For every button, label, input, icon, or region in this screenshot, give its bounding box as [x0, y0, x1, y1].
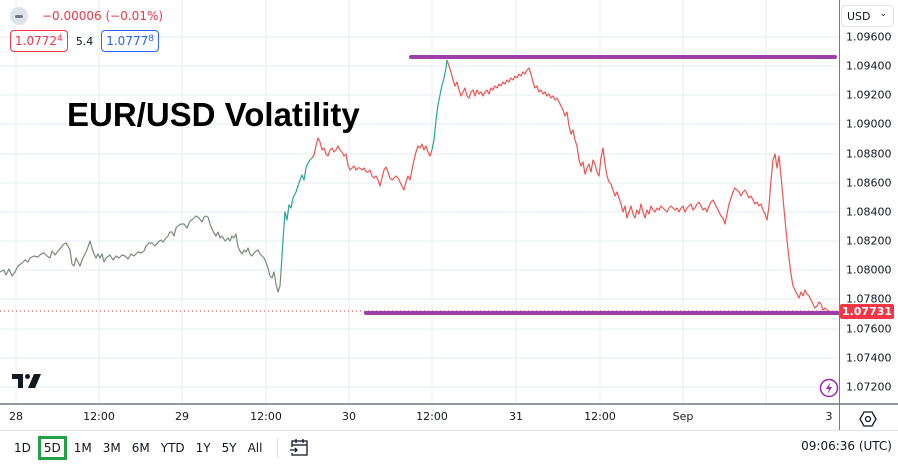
price-tick: 1.09400 [846, 59, 892, 73]
date-range-buttons: 1D 5D 1M 3M 6M YTD 1Y 5Y All [10, 436, 310, 460]
chart-pane[interactable]: −0.00006 (−0.01%) 1.07724 5.4 1.07778 EU… [0, 0, 841, 403]
hexagon-gear-icon[interactable] [858, 409, 878, 429]
collapse-legend-button[interactable] [10, 7, 28, 25]
price-tick: 1.07600 [846, 322, 892, 336]
time-tick: 30 [342, 410, 356, 423]
sell-price-main: 1.0772 [15, 34, 57, 48]
axis-divider [839, 403, 840, 430]
price-tick: 1.07400 [846, 351, 892, 365]
time-tick: 12:00 [83, 410, 115, 423]
toolbar-divider [277, 438, 279, 458]
price-axis[interactable] [839, 0, 898, 403]
price-tick: 1.08200 [846, 234, 892, 248]
time-axis[interactable]: 28 12:00 29 12:00 30 12:00 31 12:00 Sep … [0, 403, 898, 430]
price-change: −0.00006 (−0.01%) [42, 9, 164, 23]
time-tick: Sep [672, 410, 694, 423]
price-tick: 1.08800 [846, 147, 892, 161]
time-tick: 12:00 [584, 410, 616, 423]
time-tick: 28 [9, 410, 23, 423]
minus-icon [15, 14, 23, 18]
calendar-arrow-icon[interactable] [288, 437, 310, 459]
vertical-gridlines [15, 0, 767, 403]
range-1y-button[interactable]: 1Y [195, 441, 211, 455]
price-tick: 1.07200 [846, 380, 892, 394]
range-1d-button[interactable]: 1D [14, 441, 31, 455]
price-tick: 1.08600 [846, 176, 892, 190]
horizontal-gridlines [0, 36, 839, 388]
buy-price-main: 1.0777 [106, 34, 149, 48]
price-tick: 1.07800 [846, 292, 892, 306]
time-tick: 12:00 [250, 410, 282, 423]
tradingview-logo-icon[interactable] [12, 373, 42, 392]
chevron-down-icon: ⌄ [879, 9, 887, 19]
currency-label: USD [847, 9, 871, 23]
buy-price-button[interactable]: 1.07778 [101, 30, 159, 52]
time-tick: 3 [825, 410, 833, 423]
price-tick: 1.08000 [846, 263, 892, 277]
range-ytd-button[interactable]: YTD [160, 441, 185, 455]
time-tick: 29 [175, 410, 189, 423]
price-series [0, 59, 830, 312]
range-1m-button[interactable]: 1M [73, 441, 92, 455]
time-tick: 31 [509, 410, 523, 423]
bottom-toolbar: 1D 5D 1M 3M 6M YTD 1Y 5Y All 09:06:36 (U… [0, 430, 898, 464]
spread-value: 5.4 [75, 34, 94, 48]
sell-price-pip: 4 [57, 34, 63, 44]
price-tick: 1.08400 [846, 205, 892, 219]
range-5d-button[interactable]: 5D [37, 436, 67, 460]
current-price-label: 1.07731 [840, 304, 894, 319]
range-5y-button[interactable]: 5Y [221, 441, 237, 455]
symbol-legend: −0.00006 (−0.01%) 1.07724 5.4 1.07778 [10, 6, 163, 52]
range-all-button[interactable]: All [247, 441, 263, 455]
price-chart[interactable] [0, 0, 841, 403]
price-tick: 1.09600 [846, 30, 892, 44]
time-tick: 12:00 [416, 410, 448, 423]
price-tick: 1.09000 [846, 117, 892, 131]
clock-timezone[interactable]: 09:06:36 (UTC) [801, 439, 892, 453]
chart-title: EUR/USD Volatility [67, 96, 360, 133]
range-6m-button[interactable]: 6M [131, 441, 150, 455]
currency-dropdown[interactable]: USD ⌄ [841, 5, 894, 27]
buy-price-pip: 8 [148, 34, 154, 44]
price-tick: 1.09200 [846, 88, 892, 102]
range-3m-button[interactable]: 3M [102, 441, 121, 455]
lightning-circle-icon[interactable] [819, 378, 839, 402]
sell-price-button[interactable]: 1.07724 [10, 30, 68, 52]
